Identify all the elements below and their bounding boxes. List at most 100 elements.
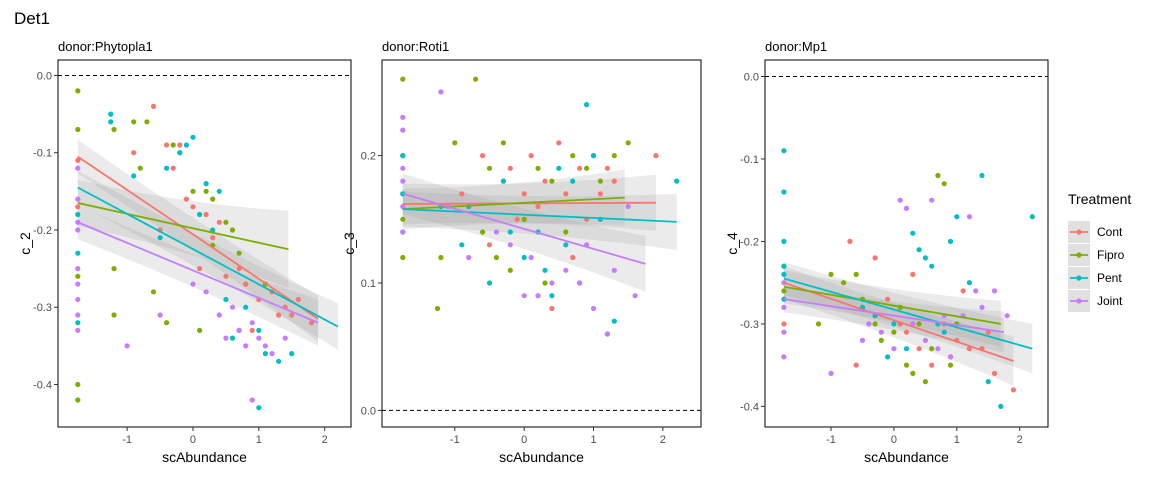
y-axis-label: c_4 bbox=[724, 232, 740, 255]
point-fipro-3 bbox=[400, 254, 406, 261]
point-joint-0 bbox=[400, 114, 406, 120]
point-cont-16 bbox=[276, 312, 282, 318]
legend: Treatment Cont Fipro Pent Joint bbox=[1068, 191, 1131, 312]
point-fipro-7 bbox=[480, 229, 486, 235]
point-cont-13 bbox=[597, 191, 604, 197]
panel-frame bbox=[57, 59, 352, 428]
point-joint-18 bbox=[611, 267, 617, 273]
point-fipro-6 bbox=[872, 321, 878, 327]
y-tick-label: 0.0 bbox=[361, 405, 376, 417]
y-tick-label: -0.2 bbox=[740, 236, 759, 248]
point-joint-1 bbox=[400, 127, 406, 133]
point-pent-14 bbox=[941, 329, 947, 335]
point-cont-2 bbox=[847, 238, 853, 244]
legend-label: Cont bbox=[1097, 225, 1123, 239]
point-cont-1 bbox=[459, 191, 465, 197]
point-pent-20 bbox=[507, 229, 513, 235]
point-joint-4 bbox=[400, 203, 406, 210]
legend-entry-cont: Cont bbox=[1068, 221, 1123, 243]
point-joint-3 bbox=[400, 178, 406, 184]
point-joint-8 bbox=[75, 327, 81, 333]
plot-area bbox=[58, 74, 351, 411]
fit-line-cont bbox=[77, 155, 319, 320]
legend-key-point bbox=[1076, 252, 1082, 258]
y-tick-label: 0.0 bbox=[744, 71, 759, 83]
x-tick-label: 2 bbox=[322, 434, 328, 446]
point-fipro-11 bbox=[170, 142, 176, 148]
point-fipro-16 bbox=[584, 165, 590, 171]
point-pent-16 bbox=[256, 327, 262, 333]
point-pent-11 bbox=[556, 165, 562, 171]
panel-frame bbox=[764, 59, 1049, 428]
point-pent-6 bbox=[164, 165, 170, 171]
point-joint-12 bbox=[203, 289, 209, 295]
x-tick-label: -1 bbox=[826, 434, 836, 446]
point-pent-19 bbox=[985, 379, 991, 385]
point-pent-22 bbox=[929, 263, 935, 269]
point-cont-9 bbox=[556, 140, 562, 146]
point-pent-0 bbox=[781, 148, 787, 154]
point-pent-19 bbox=[674, 178, 680, 184]
point-pent-21 bbox=[542, 267, 548, 273]
point-cont-7 bbox=[190, 204, 196, 210]
point-cont-1 bbox=[75, 204, 81, 210]
point-fipro-12 bbox=[535, 165, 541, 171]
point-joint-17 bbox=[979, 304, 985, 310]
y-tick-label: -0.1 bbox=[33, 148, 52, 160]
y-tick-label: -0.4 bbox=[740, 401, 759, 413]
point-fipro-21 bbox=[137, 165, 143, 171]
x-axis-label: scAbundance bbox=[499, 449, 584, 465]
point-cont-4 bbox=[170, 165, 176, 171]
point-joint-22 bbox=[249, 397, 255, 403]
y-tick-label: -0.3 bbox=[740, 319, 759, 331]
point-fipro-20 bbox=[452, 140, 458, 146]
fit-line-fipro bbox=[783, 285, 1001, 325]
point-joint-4 bbox=[828, 370, 834, 376]
point-cont-10 bbox=[563, 191, 569, 197]
point-pent-4 bbox=[781, 271, 787, 277]
y-tick-label: 0.2 bbox=[361, 151, 376, 163]
point-joint-11 bbox=[521, 293, 527, 299]
point-pent-6 bbox=[486, 280, 493, 286]
point-fipro-19 bbox=[625, 140, 631, 146]
point-pent-11 bbox=[203, 181, 209, 187]
point-fipro-21 bbox=[542, 280, 548, 286]
point-pent-3 bbox=[781, 263, 787, 269]
point-fipro-14 bbox=[203, 188, 209, 194]
confidence-band-fipro bbox=[77, 179, 289, 288]
point-fipro-4 bbox=[853, 271, 859, 277]
point-cont-9 bbox=[210, 235, 216, 241]
point-pent-16 bbox=[954, 214, 960, 220]
point-cont-9 bbox=[929, 362, 935, 368]
point-joint-10 bbox=[910, 321, 916, 327]
point-cont-24 bbox=[249, 327, 255, 333]
point-joint-21 bbox=[866, 321, 872, 327]
point-joint-15 bbox=[236, 327, 242, 333]
point-pent-23 bbox=[885, 354, 891, 360]
point-fipro-22 bbox=[197, 327, 203, 333]
point-joint-7 bbox=[75, 266, 81, 272]
y-tick-label: -0.1 bbox=[740, 154, 759, 166]
point-pent-18 bbox=[611, 318, 617, 324]
legend-entries: Cont Fipro Pent Joint bbox=[1068, 221, 1125, 312]
fit-line-cont bbox=[783, 281, 1014, 362]
point-joint-13 bbox=[216, 312, 222, 318]
point-cont-5 bbox=[177, 142, 183, 148]
y-axis-label: c_3 bbox=[341, 232, 357, 255]
point-cont-3 bbox=[164, 142, 170, 148]
point-joint-11 bbox=[190, 281, 196, 287]
y-tick-label: -0.2 bbox=[33, 225, 52, 237]
point-fipro-18 bbox=[947, 362, 954, 368]
x-tick-label: 1 bbox=[256, 434, 262, 446]
point-pent-12 bbox=[210, 227, 216, 233]
point-cont-15 bbox=[653, 153, 659, 159]
fit-line-joint bbox=[402, 192, 646, 265]
point-pent-11 bbox=[916, 247, 922, 253]
point-fipro-2 bbox=[400, 216, 406, 222]
point-fipro-14 bbox=[563, 229, 569, 235]
point-joint-20 bbox=[632, 293, 638, 299]
point-joint-21 bbox=[535, 293, 541, 299]
point-joint-14 bbox=[223, 335, 229, 341]
point-fipro-12 bbox=[929, 346, 935, 352]
point-joint-6 bbox=[75, 227, 81, 233]
